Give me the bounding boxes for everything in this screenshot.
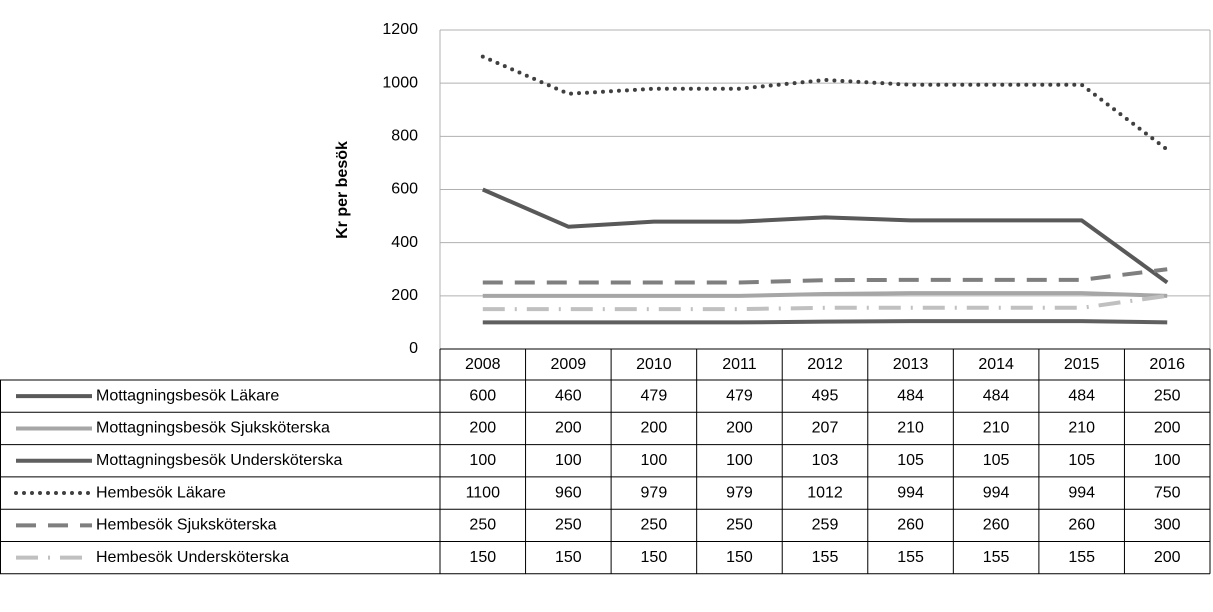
table-value: 200 bbox=[726, 420, 753, 437]
table-value: 150 bbox=[555, 549, 582, 566]
table-value: 210 bbox=[897, 420, 924, 437]
x-tick-label: 2015 bbox=[1064, 356, 1100, 373]
table-value: 103 bbox=[812, 452, 839, 469]
table-value: 994 bbox=[897, 484, 924, 501]
table-value: 484 bbox=[1068, 387, 1095, 404]
table-value: 495 bbox=[812, 387, 839, 404]
table-value: 200 bbox=[469, 420, 496, 437]
y-tick-label: 600 bbox=[391, 181, 418, 198]
table-value: 979 bbox=[726, 484, 753, 501]
table-value: 460 bbox=[555, 387, 582, 404]
table-value: 100 bbox=[726, 452, 753, 469]
table-value: 210 bbox=[1068, 420, 1095, 437]
table-value: 300 bbox=[1154, 517, 1181, 534]
table-value: 150 bbox=[469, 549, 496, 566]
legend-label: Hembesök Undersköterska bbox=[96, 549, 289, 566]
y-tick-label: 1000 bbox=[382, 74, 418, 91]
table-value: 484 bbox=[897, 387, 924, 404]
table-value: 484 bbox=[983, 387, 1010, 404]
table-value: 994 bbox=[1068, 484, 1095, 501]
table-value: 250 bbox=[641, 517, 668, 534]
x-tick-label: 2010 bbox=[636, 356, 672, 373]
table-value: 250 bbox=[555, 517, 582, 534]
x-tick-label: 2011 bbox=[722, 356, 757, 373]
x-tick-label: 2016 bbox=[1149, 356, 1185, 373]
table-value: 100 bbox=[641, 452, 668, 469]
table-value: 100 bbox=[1154, 452, 1181, 469]
series-line bbox=[482, 319, 1168, 325]
table-value: 960 bbox=[555, 484, 582, 501]
x-tick-label: 2014 bbox=[978, 356, 1014, 373]
x-tick-label: 2009 bbox=[551, 356, 587, 373]
table-value: 260 bbox=[1068, 517, 1095, 534]
table-value: 600 bbox=[469, 387, 496, 404]
legend-label: Mottagningsbesök Sjuksköterska bbox=[96, 420, 330, 437]
table-value: 259 bbox=[812, 517, 839, 534]
table-value: 200 bbox=[1154, 549, 1181, 566]
legend-label: Mottagningsbesök Läkare bbox=[96, 387, 279, 404]
table-value: 207 bbox=[812, 420, 839, 437]
x-tick-label: 2008 bbox=[465, 356, 501, 373]
y-tick-label: 400 bbox=[391, 234, 418, 251]
y-axis-title: Kr per besök bbox=[334, 141, 351, 239]
table-value: 250 bbox=[1154, 387, 1181, 404]
table-value: 100 bbox=[555, 452, 582, 469]
table-value: 260 bbox=[983, 517, 1010, 534]
series-line bbox=[481, 187, 1169, 285]
y-tick-label: 800 bbox=[391, 128, 418, 145]
y-tick-label: 200 bbox=[391, 287, 418, 304]
y-tick-label: 1200 bbox=[382, 21, 418, 38]
x-tick-label: 2013 bbox=[893, 356, 929, 373]
table-value: 200 bbox=[641, 420, 668, 437]
table-value: 155 bbox=[812, 549, 839, 566]
table-value: 155 bbox=[897, 549, 924, 566]
table-value: 479 bbox=[726, 387, 753, 404]
table-value: 250 bbox=[469, 517, 496, 534]
table-value: 155 bbox=[1068, 549, 1095, 566]
table-value: 750 bbox=[1154, 484, 1181, 501]
table-value: 260 bbox=[897, 517, 924, 534]
legend-label: Hembesök Läkare bbox=[96, 484, 226, 501]
table-value: 105 bbox=[897, 452, 924, 469]
table-value: 994 bbox=[983, 484, 1010, 501]
table-value: 150 bbox=[726, 549, 753, 566]
table-value: 479 bbox=[641, 387, 668, 404]
table-value: 1012 bbox=[807, 484, 843, 501]
table-value: 210 bbox=[983, 420, 1010, 437]
table-value: 105 bbox=[983, 452, 1010, 469]
table-value: 1100 bbox=[466, 484, 501, 501]
x-tick-label: 2012 bbox=[807, 356, 843, 373]
table-value: 155 bbox=[983, 549, 1010, 566]
table-value: 100 bbox=[469, 452, 496, 469]
table-value: 200 bbox=[1154, 420, 1181, 437]
table-value: 979 bbox=[641, 484, 668, 501]
table-value: 150 bbox=[641, 549, 668, 566]
table-value: 250 bbox=[726, 517, 753, 534]
legend-label: Hembesök Sjuksköterska bbox=[96, 517, 277, 534]
table-value: 200 bbox=[555, 420, 582, 437]
y-tick-label: 0 bbox=[409, 340, 418, 357]
series-line bbox=[480, 54, 1170, 152]
series-line bbox=[482, 267, 1168, 285]
series-line bbox=[482, 291, 1168, 298]
table-value: 105 bbox=[1068, 452, 1095, 469]
legend-label: Mottagningsbesök Undersköterska bbox=[96, 452, 342, 469]
